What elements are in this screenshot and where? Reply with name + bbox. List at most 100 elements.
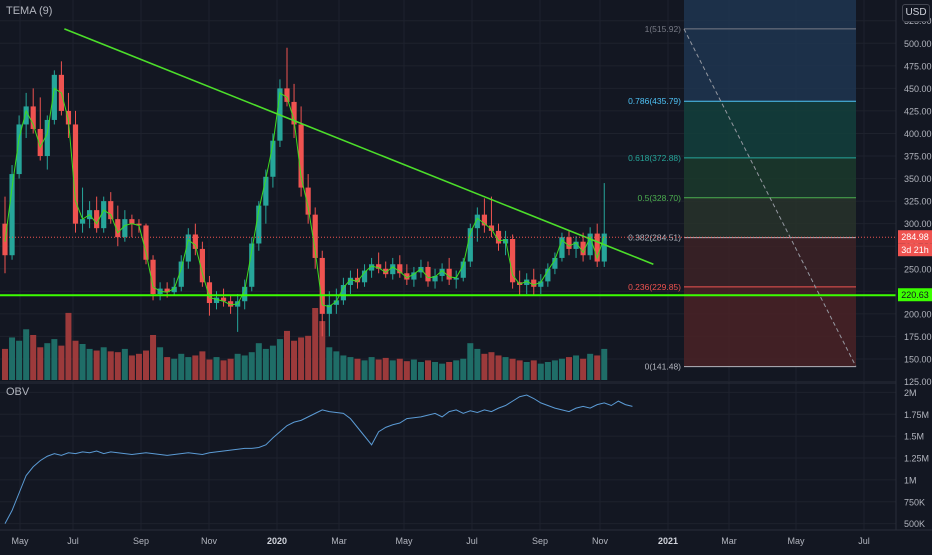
fib-level-label: 0.5(328.70)	[638, 193, 682, 203]
volume-bar	[488, 352, 495, 380]
volume-bar	[326, 347, 333, 380]
volume-bar	[276, 339, 283, 380]
candle-body	[291, 101, 297, 125]
candle-body	[150, 259, 156, 295]
volume-bar	[255, 343, 262, 380]
candle-body	[538, 281, 544, 287]
fib-level-label: 1(515.92)	[645, 24, 682, 34]
candle-body	[192, 234, 198, 249]
volume-bar	[453, 360, 460, 380]
volume-bar	[114, 352, 121, 380]
candle-body	[65, 110, 72, 125]
fib-zone	[684, 237, 856, 287]
volume-bar	[340, 355, 347, 380]
volume-bar	[354, 358, 361, 380]
candle-body	[171, 286, 177, 293]
candle-body	[404, 273, 410, 280]
volume-bar	[157, 347, 164, 380]
volume-bar	[227, 358, 234, 380]
candle-body	[552, 257, 558, 269]
volume-bar	[51, 339, 58, 380]
fib-zone	[684, 0, 856, 29]
volume-bar	[206, 359, 213, 380]
candle-body	[143, 225, 149, 260]
volume-bar	[333, 351, 340, 380]
currency-button[interactable]: USD	[902, 4, 930, 22]
volume-bar	[269, 345, 276, 380]
price-tick-label: 125.00	[904, 377, 932, 387]
price-tick-label: 325.00	[904, 197, 932, 207]
candle-body	[326, 304, 332, 314]
candle-body	[312, 214, 318, 258]
candle-body	[284, 88, 290, 102]
obv-tick-label: 500K	[904, 519, 925, 529]
volume-bar	[150, 335, 157, 380]
volume-bar	[107, 351, 114, 380]
fib-level-label: 0.236(229.85)	[628, 282, 681, 292]
time-tick-label: Nov	[592, 536, 609, 546]
candle-body	[418, 266, 424, 273]
candle-body	[298, 124, 304, 188]
candle-body	[474, 214, 480, 229]
candle-body	[37, 128, 43, 157]
volume-bar	[495, 355, 502, 380]
candle-body	[9, 174, 15, 256]
candle-body	[390, 264, 396, 275]
price-tick-label: 500.00	[904, 39, 932, 49]
candle-body	[566, 237, 572, 249]
volume-bar	[396, 358, 403, 380]
candle-body	[573, 241, 579, 249]
fib-zone	[684, 101, 856, 158]
price-tick-label: 300.00	[904, 219, 932, 229]
candle-body	[164, 288, 170, 293]
candle-body	[44, 119, 50, 157]
candle-body	[79, 219, 86, 224]
candle-body	[319, 257, 325, 314]
candle-body	[354, 277, 361, 283]
trendline	[64, 28, 654, 265]
candle-body	[425, 266, 431, 282]
volume-bar	[220, 360, 227, 380]
legend-tema[interactable]: TEMA (9)	[6, 5, 52, 17]
obv-tick-label: 1.5M	[904, 432, 924, 442]
candle-body	[122, 219, 128, 238]
volume-bar	[467, 343, 474, 380]
candle-body	[361, 270, 368, 283]
fibonacci-retracement[interactable]: 1(515.92) 0.786(435.79) 0.618(372.88) 0.5(3…	[628, 0, 857, 372]
volume-bar	[594, 355, 601, 380]
candle-body	[220, 297, 227, 302]
price-tick-label: 175.00	[904, 332, 932, 342]
candle-body	[242, 286, 248, 302]
volume-bar	[248, 352, 255, 380]
volume-bar	[417, 362, 424, 380]
volume-bar	[178, 353, 185, 380]
volume-bar	[284, 330, 290, 380]
volume-bar	[241, 355, 248, 380]
candle-body	[439, 268, 445, 276]
candle-body	[481, 214, 487, 226]
price-tick-label: 400.00	[904, 129, 932, 139]
time-tick-label: Nov	[201, 536, 218, 546]
horizontal-level-badge	[898, 288, 932, 302]
volume-bar	[551, 360, 558, 380]
fib-zone	[684, 286, 856, 367]
candle-body	[524, 279, 530, 285]
fib-zone	[684, 197, 856, 238]
candle-body	[256, 205, 262, 244]
volume-bar	[37, 347, 44, 380]
candle-body	[460, 261, 466, 278]
legend-obv[interactable]: OBV	[6, 386, 29, 398]
volume-bar	[185, 357, 192, 380]
volume-bar	[16, 340, 23, 380]
volume-bar	[566, 357, 572, 380]
time-tick-label: Jul	[858, 536, 870, 546]
candle-body	[376, 264, 382, 269]
time-tick-label: 2021	[658, 536, 678, 546]
candle-body	[411, 272, 417, 280]
last-price-badge	[898, 230, 932, 244]
volume-bar	[474, 348, 481, 380]
volume-bar	[30, 335, 37, 380]
volume-bar	[523, 362, 530, 380]
